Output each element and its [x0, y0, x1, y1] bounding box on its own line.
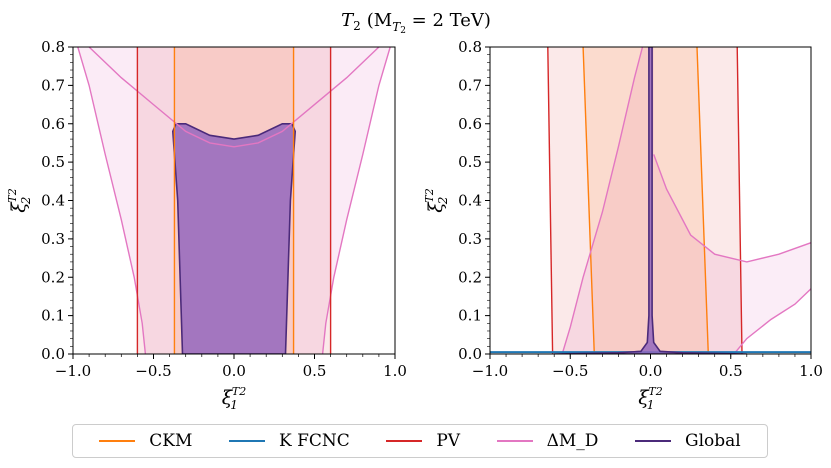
legend-line-delta-md — [496, 440, 533, 442]
right-panel: −1.0 −0.5 0.0 0.5 1.0 0.0 0.1 0.2 0.3 0.4 0.5 0.6 0.… — [423, 38, 823, 412]
left-panel: −1.0 −0.5 0.0 0.5 1.0 0.0 0.1 0.2 0.3 0.4 0.5 0.6 0.… — [6, 38, 407, 412]
legend-line-pv — [386, 440, 423, 442]
figure-title: T2 (MT2 = 2 TeV) — [341, 10, 491, 36]
legend-line-ckm — [99, 440, 136, 442]
ckm-region — [583, 47, 709, 354]
dmd-inner-line — [88, 47, 380, 148]
legend-label-ckm: CKM — [149, 431, 193, 451]
y-tick-label: 0.0 — [41, 345, 65, 363]
y-tick-label: 0.2 — [41, 268, 65, 286]
legend-label-delta-md: ΔM_D — [546, 431, 599, 451]
legend-label-global: Global — [685, 431, 741, 451]
global-region — [554, 47, 747, 354]
legend-entry-global: Global — [635, 431, 741, 451]
dmd-outer-right-line — [321, 47, 391, 354]
y-tick-label: 0.0 — [458, 345, 482, 363]
x-tick-label: −0.5 — [552, 362, 588, 380]
global-region — [171, 123, 297, 354]
legend-entry-pv: PV — [386, 431, 460, 451]
legend-entry-delta-md: ΔM_D — [496, 431, 599, 451]
x-axis-label: ξ1T2 — [222, 385, 246, 412]
legend-line-k-fcnc — [228, 440, 265, 442]
pv-right-line — [736, 47, 743, 354]
dmd-lower-right-line — [733, 288, 811, 354]
ckm-left-line — [582, 47, 595, 354]
x-tick-label: 1.0 — [383, 362, 407, 380]
y-tick-label: 0.3 — [458, 230, 482, 248]
legend-entry-ckm: CKM — [99, 431, 192, 451]
x-axis-label: ξ1T2 — [638, 385, 662, 412]
x-tick-label: 0.5 — [719, 362, 743, 380]
plot-area — [490, 47, 811, 354]
legend: CKM K FCNC PV ΔM_D Global — [72, 424, 768, 458]
plot-area — [73, 47, 395, 354]
y-tick-label: 0.4 — [41, 192, 65, 210]
x-tick-label: 0.0 — [639, 362, 663, 380]
pv-left-line — [547, 47, 554, 354]
y-tick-label: 0.6 — [41, 115, 65, 133]
legend-entry-k-fcnc: K FCNC — [228, 431, 350, 451]
y-axis-label: ξ2T2 — [423, 188, 450, 212]
dmd-upper-right-line — [653, 154, 811, 263]
x-tick-label: −1.0 — [55, 362, 91, 380]
dmd-outer-left-line — [77, 47, 147, 354]
y-tick-label: 0.8 — [41, 38, 65, 56]
x-tick-label: −1.0 — [472, 362, 508, 380]
y-tick-label: 0.3 — [41, 230, 65, 248]
legend-label-k-fcnc: K FCNC — [278, 431, 350, 451]
x-tick-label: 0.5 — [303, 362, 327, 380]
legend-line-global — [635, 440, 671, 442]
y-tick-label: 0.5 — [458, 153, 482, 171]
y-tick-label: 0.4 — [458, 192, 482, 210]
y-tick-label: 0.8 — [458, 38, 482, 56]
legend-label-pv: PV — [436, 431, 461, 451]
y-tick-label: 0.2 — [458, 268, 482, 286]
y-tick-label: 0.1 — [458, 307, 482, 325]
y-tick-label: 0.5 — [41, 153, 65, 171]
y-tick-label: 0.1 — [41, 307, 65, 325]
y-axis-label: ξ2T2 — [6, 188, 33, 212]
x-tick-label: 1.0 — [799, 362, 823, 380]
x-tick-label: 0.0 — [222, 362, 246, 380]
pv-region — [547, 47, 742, 354]
x-tick-label: −0.5 — [135, 362, 171, 380]
y-tick-label: 0.7 — [41, 76, 65, 94]
y-tick-label: 0.6 — [458, 115, 482, 133]
dmd-left-line — [561, 47, 644, 354]
ckm-right-line — [696, 47, 709, 354]
y-tick-label: 0.7 — [458, 76, 482, 94]
